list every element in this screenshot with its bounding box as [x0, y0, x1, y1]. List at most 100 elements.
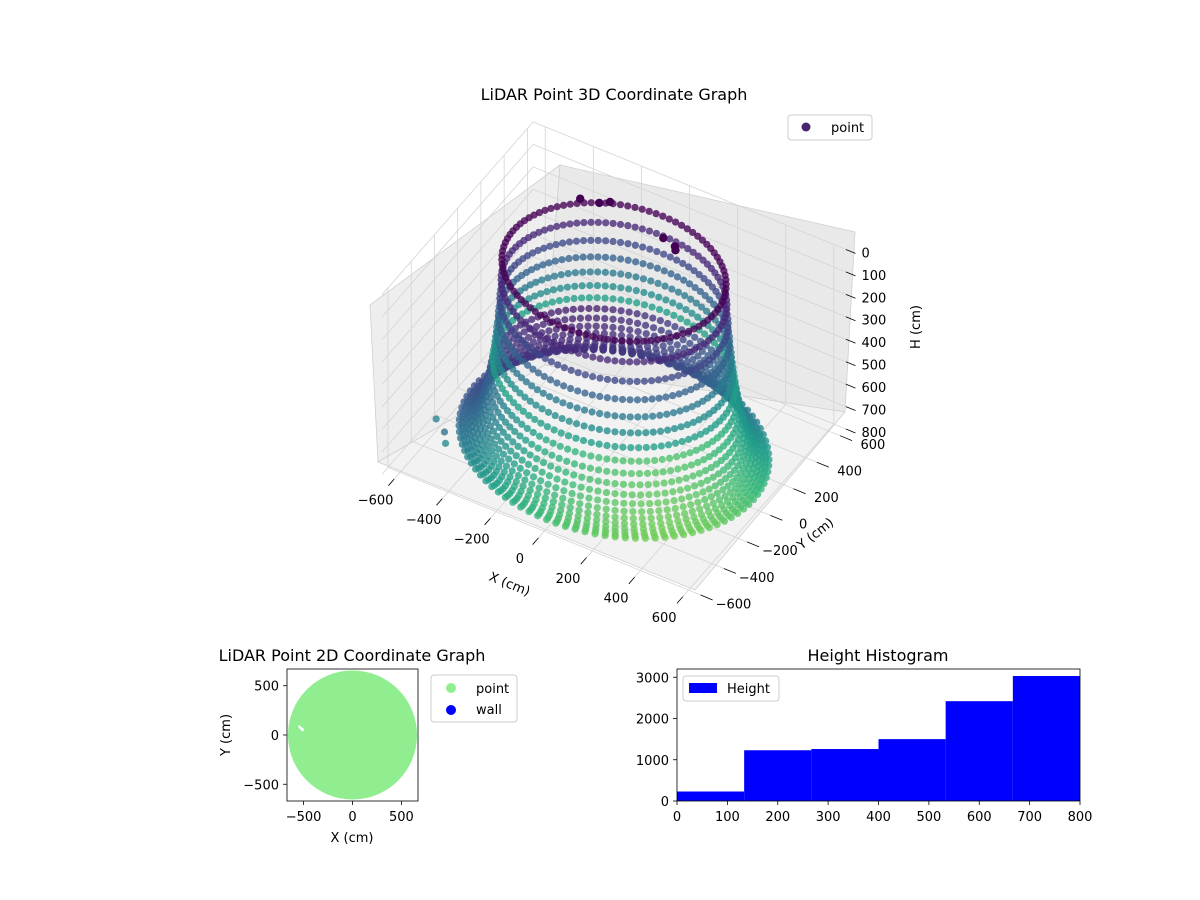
data-point-3d — [533, 386, 541, 394]
data-point-3d — [526, 304, 534, 312]
data-point-3d — [656, 411, 664, 419]
data-point-3d — [646, 499, 654, 508]
data-point-3d — [500, 402, 508, 410]
data-point-3d — [673, 352, 682, 360]
data-point-3d — [582, 351, 590, 359]
data-point-3d — [526, 324, 534, 332]
data-point-3d — [545, 393, 554, 401]
data-point-3d — [679, 336, 687, 344]
data-point-3d — [565, 417, 573, 425]
data-point-3d — [617, 284, 625, 292]
data-point-3d — [575, 506, 583, 514]
data-point-3d — [501, 493, 509, 501]
data-point-3d — [548, 451, 556, 459]
grid-back-h — [533, 143, 847, 273]
data-point-3d — [559, 331, 567, 339]
data-point-3d — [759, 431, 767, 439]
histogram-bar — [811, 749, 879, 801]
data-point-3d — [578, 462, 586, 470]
histogram-title: Height Histogram — [808, 646, 949, 665]
data-point-3d — [561, 478, 569, 486]
data-point-3d — [559, 494, 567, 502]
data-point-3d — [519, 407, 528, 415]
data-point-3d — [679, 259, 687, 268]
data-point-3d — [574, 349, 583, 357]
data-point-3d — [586, 464, 595, 472]
data-point-3d — [602, 497, 610, 506]
x-tick-3d — [388, 478, 395, 486]
data-point-3d — [624, 256, 632, 264]
x-tick-label-3d: 0 — [516, 552, 524, 567]
data-point-3d — [495, 423, 503, 432]
data-point-3d — [647, 277, 655, 285]
x-tick-label-3d: 400 — [604, 591, 629, 606]
data-point-3d — [594, 268, 602, 276]
data-point-3d — [642, 321, 650, 329]
z-tick-3d — [845, 361, 856, 366]
data-point-3d — [639, 260, 647, 268]
legend-2d-point-marker — [446, 683, 456, 693]
data-point-3d — [617, 316, 625, 324]
data-point-3d — [575, 194, 585, 203]
data-point-3d — [703, 441, 712, 449]
data-point-3d — [683, 421, 691, 429]
data-point-3d — [703, 502, 711, 510]
data-point-3d — [584, 314, 593, 322]
data-point-3d — [576, 314, 585, 322]
data-point-3d — [617, 296, 625, 304]
data-point-3d — [548, 298, 557, 306]
data-point-3d — [678, 495, 686, 503]
data-point-3d — [556, 284, 564, 292]
data-point-3d — [553, 475, 561, 483]
data-point-3d — [659, 342, 667, 350]
data-point-3d — [589, 373, 597, 381]
data-point-3d — [633, 337, 641, 345]
data-point-3d — [639, 243, 647, 251]
data-point-3d — [662, 393, 670, 401]
data-point-3d — [547, 309, 555, 317]
data-point-3d — [763, 443, 772, 451]
data-point-3d — [611, 468, 619, 477]
data-point-3d — [571, 448, 579, 456]
data-point-3d — [661, 375, 669, 383]
data-point-3d — [486, 422, 494, 430]
data-point-3d — [663, 308, 671, 316]
z-tick-3d — [845, 293, 856, 299]
legend-histogram-box — [682, 675, 780, 702]
data-point-3d — [652, 345, 660, 353]
y-tick-label-3d: −200 — [762, 544, 798, 559]
data-point-3d — [440, 428, 449, 436]
data-point-3d — [521, 476, 529, 484]
data-point-3d — [572, 420, 581, 428]
data-point-3d — [522, 436, 530, 444]
y-tick-label-2d: 500 — [254, 680, 279, 695]
data-point-3d — [505, 394, 513, 402]
data-point-3d — [707, 493, 715, 501]
data-point-3d — [529, 473, 538, 481]
data-point-3d — [655, 293, 663, 301]
x-tick-label-histogram: 700 — [1017, 810, 1042, 825]
data-point-3d — [664, 319, 672, 328]
data-point-3d — [685, 493, 693, 501]
data-point-3d — [620, 514, 628, 522]
data-point-3d — [524, 361, 532, 369]
data-point-3d — [593, 510, 601, 519]
data-point-3d — [594, 218, 602, 227]
data-point-3d — [484, 429, 492, 438]
data-point-3d — [499, 428, 507, 436]
data-point-3d — [611, 412, 619, 420]
data-point-3d — [535, 302, 543, 310]
axes-3d: −600−400−2000200400600−600−400−200020040… — [358, 246, 887, 626]
data-point-3d — [514, 471, 522, 480]
data-point-3d — [549, 286, 558, 294]
data-point-3d — [570, 471, 578, 479]
data-point-3d — [626, 396, 634, 404]
data-point-3d — [621, 534, 629, 542]
data-point-3d — [518, 420, 526, 428]
data-point-3d — [611, 456, 619, 464]
y-axis-label-2d: Y (cm) — [219, 714, 234, 757]
data-point-3d — [551, 411, 559, 420]
data-point-3d — [563, 283, 572, 291]
data-point-3d — [692, 299, 700, 307]
data-point-3d — [518, 456, 526, 464]
